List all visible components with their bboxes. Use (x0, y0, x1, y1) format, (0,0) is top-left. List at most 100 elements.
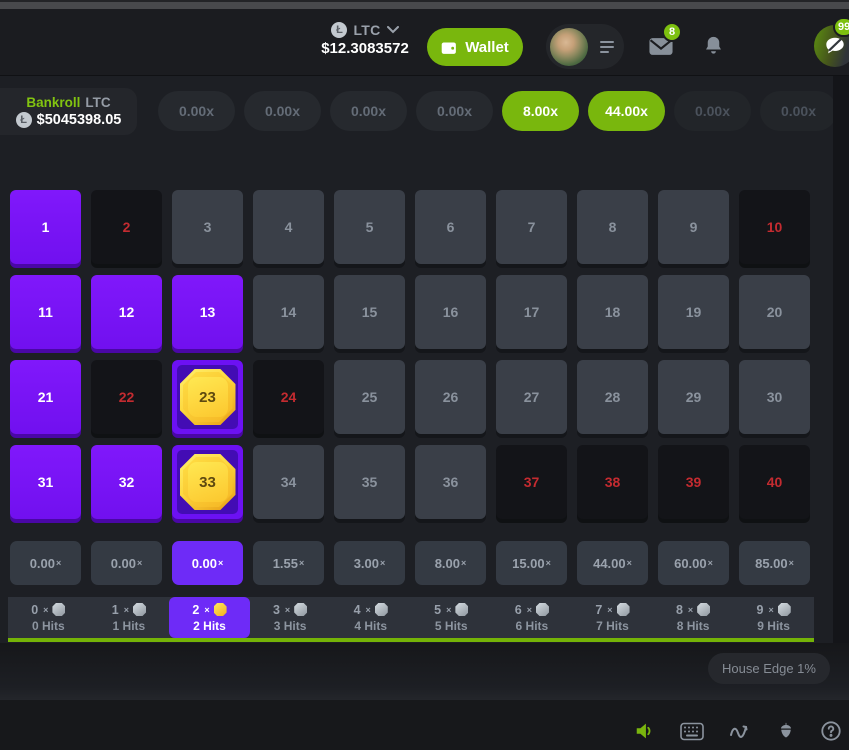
hits-count-label: 4 Hits (354, 618, 388, 633)
hits-segment-8: 8 × 8 Hits (653, 597, 734, 638)
payout-tile-6: 8.00 × (415, 541, 486, 585)
keno-cell-23[interactable]: 23 (172, 360, 243, 434)
notifications-button[interactable] (702, 34, 725, 60)
litecoin-coin-icon: Ł (15, 112, 32, 128)
keno-cell-34[interactable]: 34 (253, 445, 324, 519)
cell-number: 9 (689, 219, 698, 235)
keno-cell-13[interactable]: 13 (172, 275, 243, 349)
keno-cell-12[interactable]: 12 (91, 275, 162, 349)
multiplier-symbol: × (707, 558, 713, 568)
hits-segment-1: 1 × 1 Hits (89, 597, 170, 638)
mail-button[interactable] (648, 36, 674, 60)
gem-icon (616, 603, 630, 616)
keno-cell-2[interactable]: 2 (91, 190, 162, 264)
keno-cell-17[interactable]: 17 (496, 275, 567, 349)
keno-cell-21[interactable]: 21 (10, 360, 81, 434)
chevron-down-icon (386, 26, 399, 34)
user-menu[interactable] (546, 24, 624, 69)
keno-cell-4[interactable]: 4 (253, 190, 324, 264)
keno-cell-33[interactable]: 33 (172, 445, 243, 519)
hits-segment-7: 7 × 7 Hits (572, 597, 653, 638)
right-edge-strip (833, 76, 849, 643)
keno-cell-31[interactable]: 31 (10, 445, 81, 519)
round-multiplier-pill-1: 0.00x (158, 91, 235, 131)
keno-cell-10[interactable]: 10 (739, 190, 810, 264)
keno-cell-22[interactable]: 22 (91, 360, 162, 434)
keno-cell-26[interactable]: 26 (415, 360, 486, 434)
hits-multiplier: 9 × (757, 603, 791, 617)
round-multiplier-pill-5: 8.00x (502, 91, 579, 131)
cell-number: 38 (604, 474, 621, 490)
cell-number: 29 (685, 389, 702, 405)
keno-cell-15[interactable]: 15 (334, 275, 405, 349)
keno-cell-36[interactable]: 36 (415, 445, 486, 519)
payout-value: 0.00 (110, 555, 137, 571)
multiplier-symbol: × (299, 558, 305, 568)
keno-cell-18[interactable]: 18 (577, 275, 648, 349)
house-edge-button[interactable]: House Edge 1% (708, 653, 830, 684)
seed-button[interactable] (776, 720, 796, 742)
hits-multiplier: 6 × (515, 603, 549, 617)
keno-cell-37[interactable]: 37 (496, 445, 567, 519)
keno-cell-39[interactable]: 39 (658, 445, 729, 519)
cell-number: 20 (766, 304, 783, 320)
currency-selector[interactable]: Ł LTC $12.3083572 (305, 22, 425, 57)
hits-multiplier: 0 × (31, 603, 66, 617)
keno-cell-38[interactable]: 38 (577, 445, 648, 519)
hits-count-label: 0 Hits (31, 618, 65, 633)
cell-number: 40 (766, 474, 783, 490)
keno-cell-19[interactable]: 19 (658, 275, 729, 349)
keno-cell-6[interactable]: 6 (415, 190, 486, 264)
hits-count-label: 9 Hits (757, 618, 790, 633)
round-multiplier-pill-4: 0.00x (416, 91, 493, 131)
multiplier-symbol: × (218, 558, 224, 568)
recent-multipliers: 0.00x 0.00x 0.00x 0.00x 8.00x 44.00x 0.00x 0.00… (158, 91, 837, 131)
keno-cell-14[interactable]: 14 (253, 275, 324, 349)
hits-mult-value: 1 (111, 602, 119, 617)
wallet-button[interactable]: Wallet (427, 28, 523, 66)
payout-value: 0.00 (191, 555, 218, 571)
cell-number: 13 (199, 304, 216, 320)
hotkeys-button[interactable] (680, 722, 704, 741)
keno-cell-24[interactable]: 24 (253, 360, 324, 434)
payout-tile-8: 44.00 × (577, 541, 648, 585)
hits-multiplier: 7 × (595, 602, 630, 617)
hits-mult-value: 7 (595, 602, 603, 617)
hits-mult-value: 4 (353, 602, 361, 617)
multiplier-symbol: × (607, 604, 613, 615)
keno-cell-29[interactable]: 29 (658, 360, 729, 434)
keno-cell-28[interactable]: 28 (577, 360, 648, 434)
cell-number: 18 (604, 304, 621, 320)
keno-cell-8[interactable]: 8 (577, 190, 648, 264)
keno-cell-30[interactable]: 30 (739, 360, 810, 434)
keno-cell-32[interactable]: 32 (91, 445, 162, 519)
keno-cell-35[interactable]: 35 (334, 445, 405, 519)
hits-mult-value: 5 (434, 602, 442, 617)
keno-cell-5[interactable]: 5 (334, 190, 405, 264)
cell-number: 4 (284, 219, 293, 235)
avatar (550, 27, 588, 66)
payout-value: 1.55 (272, 555, 299, 571)
hits-mult-value: 3 (272, 602, 280, 617)
keno-cell-25[interactable]: 25 (334, 360, 405, 434)
live-stats-button[interactable] (728, 719, 752, 743)
cell-number: 16 (442, 304, 459, 320)
keno-cell-40[interactable]: 40 (739, 445, 810, 519)
keno-cell-20[interactable]: 20 (739, 275, 810, 349)
window-title-strip (0, 0, 849, 9)
keno-cell-3[interactable]: 3 (172, 190, 243, 264)
hits-mult-value: 6 (514, 602, 522, 617)
gem-core (187, 462, 228, 502)
keno-cell-16[interactable]: 16 (415, 275, 486, 349)
keno-cell-7[interactable]: 7 (496, 190, 567, 264)
round-multiplier-pill-6: 44.00x (588, 91, 665, 131)
volume-button[interactable] (634, 720, 656, 742)
help-button[interactable] (820, 720, 842, 742)
keno-cell-11[interactable]: 11 (10, 275, 81, 349)
keno-cell-9[interactable]: 9 (658, 190, 729, 264)
cell-number: 39 (685, 474, 702, 490)
multiplier-symbol: × (204, 604, 210, 615)
keno-cell-1[interactable]: 1 (10, 190, 81, 264)
keno-cell-27[interactable]: 27 (496, 360, 567, 434)
hits-mult-value: 8 (675, 602, 683, 617)
